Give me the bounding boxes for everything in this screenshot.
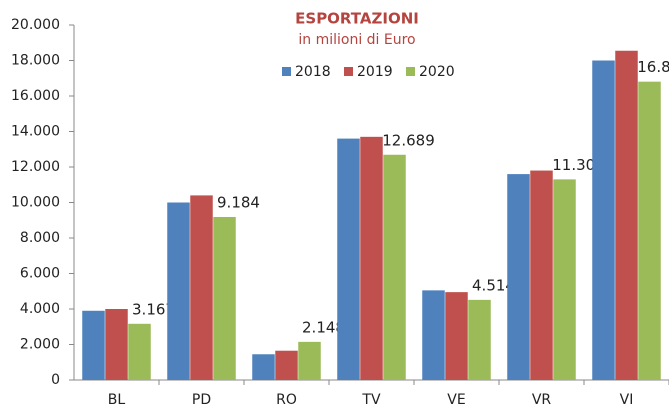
data-label: 4.514 (472, 276, 515, 294)
chart-subtitle: in milioni di Euro (298, 32, 415, 48)
bar (592, 60, 615, 380)
x-tick-label: TV (361, 392, 381, 405)
bar (167, 202, 190, 380)
bar (638, 81, 661, 381)
y-tick-label: 2.000 (20, 337, 60, 353)
y-tick-label: 12.000 (11, 159, 60, 175)
data-label: 3.167 (132, 300, 175, 318)
bar (468, 299, 491, 380)
bar (530, 170, 553, 380)
chart-title: ESPORTAZIONI (295, 10, 419, 28)
bar (128, 323, 151, 380)
bar (213, 216, 236, 380)
data-label: 9.184 (217, 193, 260, 211)
bar (298, 341, 321, 380)
y-tick-label: 0 (51, 372, 60, 388)
y-tick-label: 4.000 (20, 301, 60, 317)
x-tick-label: VR (532, 392, 552, 405)
data-label: 16.808 (637, 58, 669, 76)
bar (82, 310, 105, 380)
bar (383, 154, 406, 380)
legend-label: 2018 (295, 64, 331, 80)
x-tick-label: VE (447, 392, 465, 405)
bar (105, 309, 128, 380)
bar (275, 350, 298, 380)
data-label: 12.689 (382, 131, 435, 149)
bar (445, 292, 468, 380)
y-tick-label: 14.000 (11, 124, 60, 140)
legend-label: 2020 (419, 64, 455, 80)
bar (615, 50, 638, 381)
bar (252, 354, 275, 380)
bar (360, 136, 383, 380)
y-tick-label: 20.000 (11, 17, 60, 33)
legend-label: 2019 (357, 64, 393, 80)
x-tick-label: PD (192, 392, 211, 405)
x-tick-label: RO (276, 392, 297, 405)
y-tick-label: 18.000 (11, 53, 60, 69)
y-tick-label: 16.000 (11, 88, 60, 104)
x-tick-label: VI (620, 392, 634, 405)
bar (422, 290, 445, 380)
bar (553, 179, 576, 380)
bar (337, 138, 360, 380)
y-tick-label: 8.000 (20, 230, 60, 246)
legend-swatch (344, 67, 353, 76)
y-tick-label: 6.000 (20, 266, 60, 282)
data-label: 2.148 (302, 318, 345, 336)
legend-swatch (406, 67, 415, 76)
data-label: 11.303 (552, 156, 605, 174)
bar (507, 174, 530, 380)
bar (190, 195, 213, 380)
x-tick-label: BL (108, 392, 126, 405)
legend-swatch (282, 67, 291, 76)
y-tick-label: 10.000 (11, 195, 60, 211)
